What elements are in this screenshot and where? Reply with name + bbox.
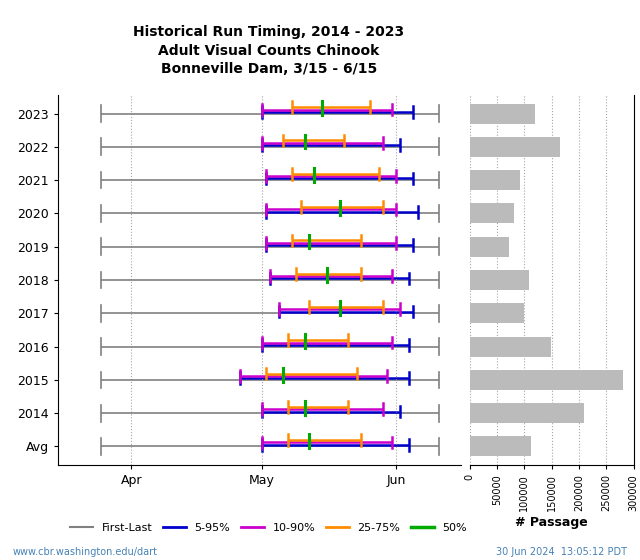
Bar [470,337,550,357]
Text: 30 Jun 2024  13:05:12 PDT: 30 Jun 2024 13:05:12 PDT [496,547,627,557]
Bar [470,203,515,223]
Bar [470,137,560,157]
Bar [470,270,529,290]
Bar [470,436,531,456]
Bar [470,403,584,423]
Bar [470,304,524,323]
Legend: First-Last, 5-95%, 10-90%, 25-75%, 50%: First-Last, 5-95%, 10-90%, 25-75%, 50% [66,519,472,538]
Text: Historical Run Timing, 2014 - 2023
Adult Visual Counts Chinook
Bonneville Dam, 3: Historical Run Timing, 2014 - 2023 Adult… [133,25,404,76]
Bar [470,237,509,256]
Text: www.cbr.washington.edu/dart: www.cbr.washington.edu/dart [13,547,158,557]
Bar [470,370,623,390]
Bar [470,104,535,124]
Bar [470,170,520,190]
X-axis label: # Passage: # Passage [515,516,588,529]
